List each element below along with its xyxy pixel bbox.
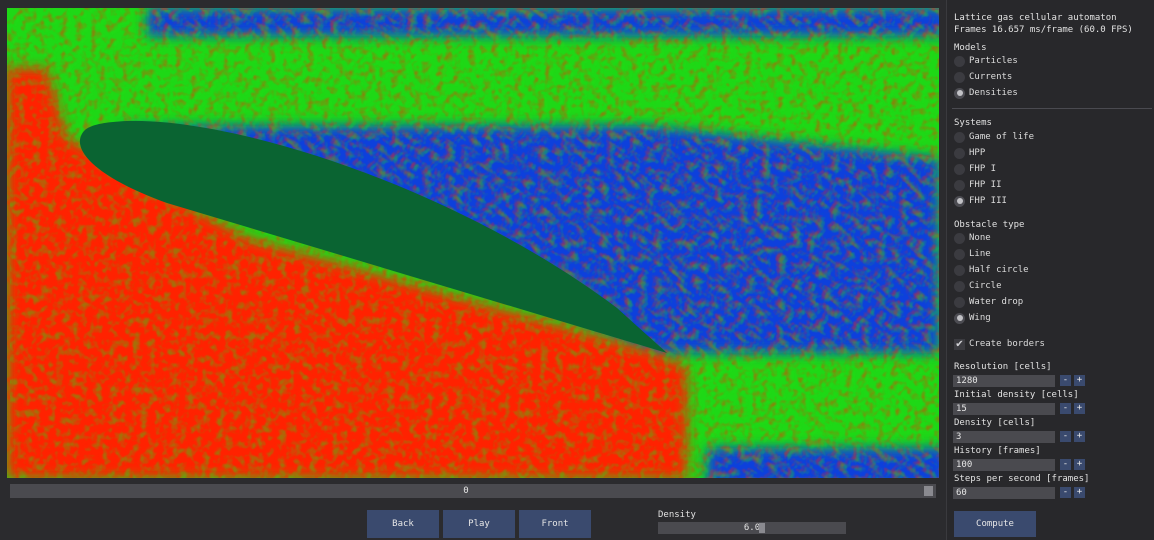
radio-indicator xyxy=(954,264,965,276)
wing-obstacle xyxy=(79,120,668,353)
radio-label: Water drop xyxy=(969,297,1024,307)
density-slider-label: Density xyxy=(658,510,696,520)
compute-button[interactable]: Compute xyxy=(954,511,1036,537)
resolution-increment-button[interactable]: + xyxy=(1074,375,1085,386)
radio-label: Densities xyxy=(969,88,1018,98)
density-slider-value: 6.0 xyxy=(743,523,761,533)
checkmark-icon: ✔ xyxy=(954,338,965,350)
radio-model-currents[interactable]: Currents xyxy=(954,70,1012,84)
models-heading: Models xyxy=(954,43,987,53)
radio-indicator xyxy=(954,147,965,159)
radio-label: Currents xyxy=(969,72,1013,82)
play-button[interactable]: Play xyxy=(443,510,515,538)
radio-indicator xyxy=(954,232,965,244)
radio-label: Half circle xyxy=(969,265,1029,275)
resolution-field[interactable]: 1280 xyxy=(953,375,1055,387)
timeline-slider[interactable]: 0 xyxy=(10,484,936,498)
density-slider-handle[interactable] xyxy=(759,523,765,533)
history-field[interactable]: 100 xyxy=(953,459,1055,471)
radio-system-fhp-3[interactable]: FHP III xyxy=(954,194,1007,208)
resolution-label: Resolution [cells] xyxy=(954,362,1052,372)
initial-density-field[interactable]: 15 xyxy=(953,403,1055,415)
radio-label: FHP I xyxy=(969,164,997,174)
steps-per-second-increment-button[interactable]: + xyxy=(1074,487,1085,498)
density-field xyxy=(7,8,939,478)
radio-indicator xyxy=(954,179,965,191)
simulation-canvas[interactable] xyxy=(7,8,939,478)
radio-obstacle-line[interactable]: Line xyxy=(954,247,991,261)
history-decrement-button[interactable]: - xyxy=(1060,459,1071,470)
radio-system-game-of-life[interactable]: Game of life xyxy=(954,130,1034,144)
radio-system-fhp-2[interactable]: FHP II xyxy=(954,178,1002,192)
density-label: Density [cells] xyxy=(954,418,1036,428)
radio-model-densities[interactable]: Densities xyxy=(954,86,1018,100)
radio-obstacle-circle[interactable]: Circle xyxy=(954,279,1002,293)
radio-indicator-selected xyxy=(954,312,965,324)
radio-label: Line xyxy=(969,249,991,259)
radio-indicator xyxy=(954,55,965,67)
density-slider[interactable]: 6.0 xyxy=(658,522,846,534)
initial-density-increment-button[interactable]: + xyxy=(1074,403,1085,414)
radio-indicator xyxy=(954,131,965,143)
radio-indicator xyxy=(954,71,965,83)
density-field[interactable]: 3 xyxy=(953,431,1055,443)
create-borders-checkbox[interactable]: ✔ Create borders xyxy=(954,337,1045,351)
radio-label: FHP II xyxy=(969,180,1002,190)
radio-indicator xyxy=(954,163,965,175)
history-increment-button[interactable]: + xyxy=(1074,459,1085,470)
app-title: Lattice gas cellular automaton xyxy=(954,13,1117,23)
obstacle-heading: Obstacle type xyxy=(954,220,1025,230)
checkbox-label: Create borders xyxy=(969,339,1045,349)
radio-model-particles[interactable]: Particles xyxy=(954,54,1018,68)
separator xyxy=(952,108,1152,109)
fps-readout: Frames 16.657 ms/frame (60.0 FPS) xyxy=(954,25,1133,35)
timeline-value: 0 xyxy=(463,486,469,496)
radio-label: None xyxy=(969,233,991,243)
radio-label: Game of life xyxy=(969,132,1035,142)
radio-indicator xyxy=(954,280,965,292)
initial-density-label: Initial density [cells] xyxy=(954,390,1079,400)
radio-label: FHP III xyxy=(969,196,1007,206)
systems-heading: Systems xyxy=(954,118,992,128)
radio-label: Circle xyxy=(969,281,1002,291)
steps-per-second-label: Steps per second [frames] xyxy=(954,474,1090,484)
radio-obstacle-none[interactable]: None xyxy=(954,231,991,245)
radio-indicator xyxy=(954,248,965,260)
radio-obstacle-water-drop[interactable]: Water drop xyxy=(954,295,1023,309)
radio-indicator xyxy=(954,296,965,308)
radio-system-fhp-1[interactable]: FHP I xyxy=(954,162,996,176)
resolution-decrement-button[interactable]: - xyxy=(1060,375,1071,386)
radio-system-hpp[interactable]: HPP xyxy=(954,146,985,160)
radio-indicator-selected xyxy=(954,195,965,207)
radio-label: Particles xyxy=(969,56,1018,66)
radio-indicator-selected xyxy=(954,87,965,99)
timeline-handle[interactable] xyxy=(924,486,933,496)
density-increment-button[interactable]: + xyxy=(1074,431,1085,442)
radio-label: Wing xyxy=(969,313,991,323)
back-button[interactable]: Back xyxy=(367,510,439,538)
history-label: History [frames] xyxy=(954,446,1041,456)
radio-obstacle-wing[interactable]: Wing xyxy=(954,311,991,325)
simulation-view: 0 Back Play Front Density 6.0 xyxy=(7,8,939,538)
steps-per-second-decrement-button[interactable]: - xyxy=(1060,487,1071,498)
radio-obstacle-half-circle[interactable]: Half circle xyxy=(954,263,1029,277)
density-decrement-button[interactable]: - xyxy=(1060,431,1071,442)
control-panel: Lattice gas cellular automaton Frames 16… xyxy=(946,0,1154,540)
initial-density-decrement-button[interactable]: - xyxy=(1060,403,1071,414)
steps-per-second-field[interactable]: 60 xyxy=(953,487,1055,499)
front-button[interactable]: Front xyxy=(519,510,591,538)
radio-label: HPP xyxy=(969,148,986,158)
